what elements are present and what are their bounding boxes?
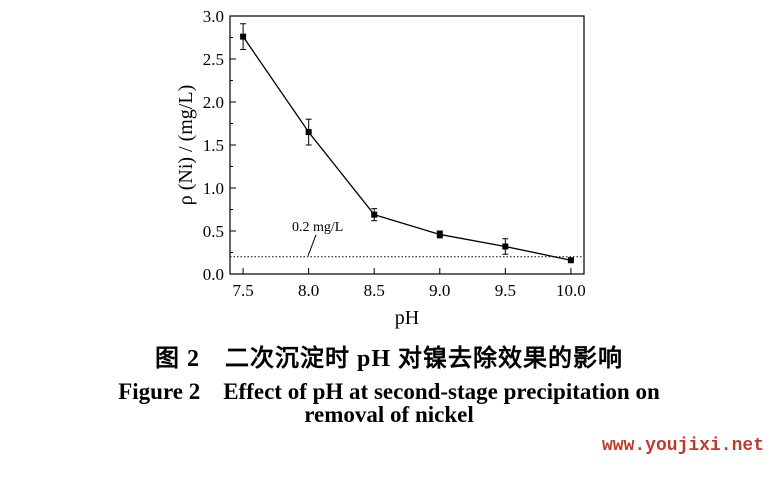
y-tick-label: 1.0 bbox=[203, 179, 224, 198]
y-tick-label: 3.0 bbox=[203, 7, 224, 26]
data-point bbox=[567, 257, 574, 264]
reference-line-group: 0.2 mg/L bbox=[230, 220, 584, 258]
x-tick-label: 8.0 bbox=[298, 281, 319, 300]
data-point bbox=[305, 129, 312, 136]
reference-line-label: 0.2 mg/L bbox=[292, 220, 343, 235]
y-tick-label: 1.5 bbox=[203, 136, 224, 155]
data-point bbox=[371, 211, 378, 218]
x-tick-label: 9.0 bbox=[429, 281, 450, 300]
figure-caption-english-line2: removal of nickel bbox=[304, 402, 474, 427]
figure-caption-english-line1: Figure 2 Effect of pH at second-stage pr… bbox=[118, 379, 660, 404]
figure-caption-chinese: 图 2 二次沉淀时 pH 对镍去除效果的影响 bbox=[154, 346, 623, 372]
y-tick-label: 0.5 bbox=[203, 222, 224, 241]
watermark-text: www.youjixi.net bbox=[601, 436, 764, 456]
x-axis-ticks: 7.5 8.0 8.5 9.0 9.5 10.0 bbox=[232, 268, 586, 300]
x-tick-label: 7.5 bbox=[232, 281, 253, 300]
plot-area-frame bbox=[229, 15, 585, 275]
chart: 0.0 0.5 1.0 1.5 2.0 2.5 3.0 7.5 8.0 8.5 9.0 9.5 10.… bbox=[175, 7, 586, 329]
x-tick-label: 9.5 bbox=[495, 281, 516, 300]
y-axis-label: ρ (Ni) / (mg/L) bbox=[175, 85, 197, 206]
y-tick-label: 2.5 bbox=[203, 50, 224, 69]
x-tick-label: 10.0 bbox=[556, 281, 586, 300]
data-series-group bbox=[240, 23, 574, 264]
y-tick-label: 2.0 bbox=[203, 93, 224, 112]
x-axis-label: pH bbox=[395, 307, 419, 329]
y-tick-label: 0.0 bbox=[203, 265, 224, 284]
series-line bbox=[242, 36, 572, 261]
data-point bbox=[240, 33, 247, 40]
y-axis-ticks: 0.0 0.5 1.0 1.5 2.0 2.5 3.0 bbox=[203, 7, 236, 284]
data-point bbox=[436, 231, 443, 238]
x-tick-label: 8.5 bbox=[364, 281, 385, 300]
data-point bbox=[502, 243, 509, 250]
reference-label-leader bbox=[307, 234, 317, 256]
